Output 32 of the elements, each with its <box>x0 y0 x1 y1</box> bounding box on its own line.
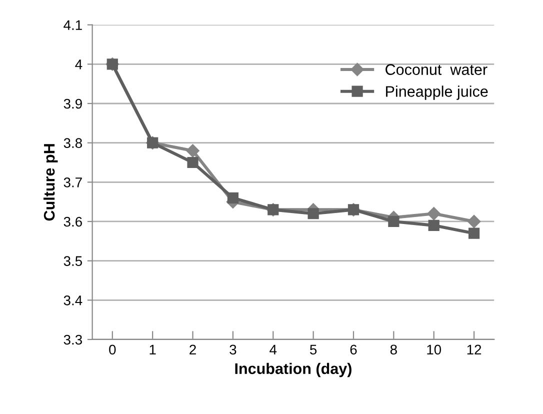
x-tick-label: 5 <box>310 344 317 355</box>
legend-label: Coconut water <box>386 64 488 75</box>
point <box>468 228 480 239</box>
x-axis-title: Incubation (day) <box>235 362 352 378</box>
x-tick-label: 4 <box>270 344 277 354</box>
x-tick-label: 3 <box>230 344 236 355</box>
y-tick-label: 3.8 <box>64 138 82 148</box>
y-tick-label: 3.4 <box>64 295 82 306</box>
x-tick-label: 0 <box>109 344 116 355</box>
x-tick-label: 2 <box>190 344 196 354</box>
x-tick-label: 6 <box>350 344 357 355</box>
legend-label: Pineapple juice <box>386 86 488 100</box>
y-tick-label: 3.5 <box>64 256 82 266</box>
point <box>388 216 400 228</box>
point <box>308 208 319 220</box>
x-tick-label: 12 <box>467 344 482 354</box>
point <box>186 144 200 158</box>
y-tick-label: 3.6 <box>64 216 82 227</box>
y-tick-label: 3.9 <box>64 98 82 109</box>
y-tick-label: 3.7 <box>64 177 82 188</box>
point <box>467 214 481 228</box>
x-tick-label: 8 <box>390 344 397 355</box>
x-tick-label: 1 <box>150 344 156 354</box>
y-tick-label: 3.3 <box>64 334 82 345</box>
y-tick-label: 4.1 <box>64 20 82 30</box>
point <box>187 156 198 168</box>
point <box>427 207 440 220</box>
y-tick-label: 4 <box>75 60 82 70</box>
x-tick-label: 10 <box>427 344 442 355</box>
point <box>428 220 440 231</box>
point <box>227 192 239 204</box>
y-axis-title: Culture pH <box>43 144 58 221</box>
